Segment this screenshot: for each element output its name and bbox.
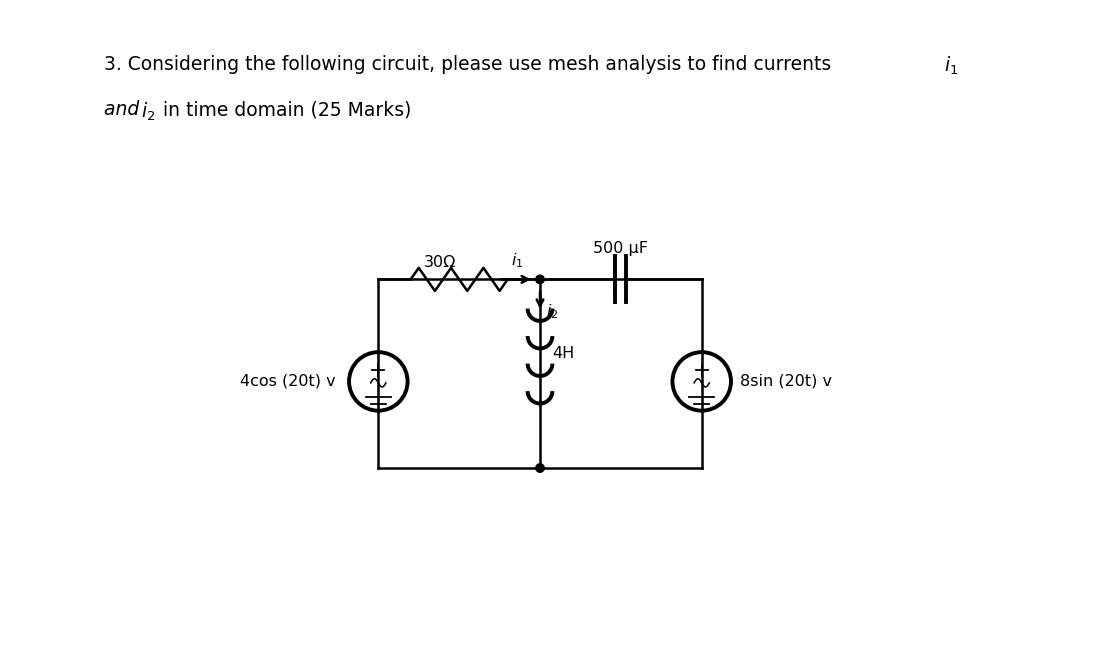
Text: $i_2$: $i_2$ — [546, 302, 558, 321]
Text: 4H: 4H — [552, 346, 575, 361]
Text: and: and — [104, 100, 146, 119]
Text: $i_2$: $i_2$ — [140, 100, 155, 122]
Text: $i_1$: $i_1$ — [944, 55, 958, 77]
Text: 8sin (20t) v: 8sin (20t) v — [740, 374, 832, 389]
Text: 3. Considering the following circuit, please use mesh analysis to find currents: 3. Considering the following circuit, pl… — [104, 55, 838, 74]
Text: 4cos (20t) v: 4cos (20t) v — [240, 374, 336, 389]
Circle shape — [535, 275, 544, 283]
Text: in time domain (25 Marks): in time domain (25 Marks) — [158, 100, 412, 119]
Text: 30Ω: 30Ω — [424, 255, 457, 270]
Text: 500 μF: 500 μF — [593, 241, 648, 256]
Circle shape — [535, 464, 544, 472]
Text: $i_1$: $i_1$ — [510, 252, 523, 270]
